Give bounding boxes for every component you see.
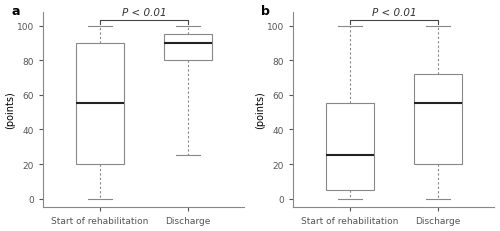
PathPatch shape xyxy=(76,44,124,164)
Y-axis label: (points): (points) xyxy=(256,91,266,129)
Text: P < 0.01: P < 0.01 xyxy=(122,8,166,18)
Y-axis label: (points): (points) xyxy=(6,91,16,129)
PathPatch shape xyxy=(414,75,462,164)
PathPatch shape xyxy=(164,35,212,61)
PathPatch shape xyxy=(326,104,374,190)
Text: P < 0.01: P < 0.01 xyxy=(372,8,416,18)
Text: b: b xyxy=(261,5,270,18)
Text: a: a xyxy=(11,5,20,18)
